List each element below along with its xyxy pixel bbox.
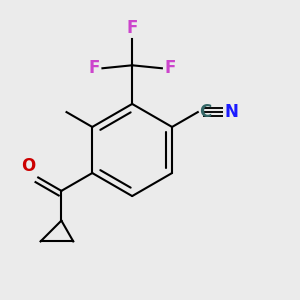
Text: C: C [199, 103, 212, 121]
Text: O: O [22, 157, 36, 175]
Text: N: N [225, 103, 238, 121]
Text: F: F [164, 59, 175, 77]
Text: F: F [127, 19, 138, 37]
Text: F: F [89, 59, 100, 77]
